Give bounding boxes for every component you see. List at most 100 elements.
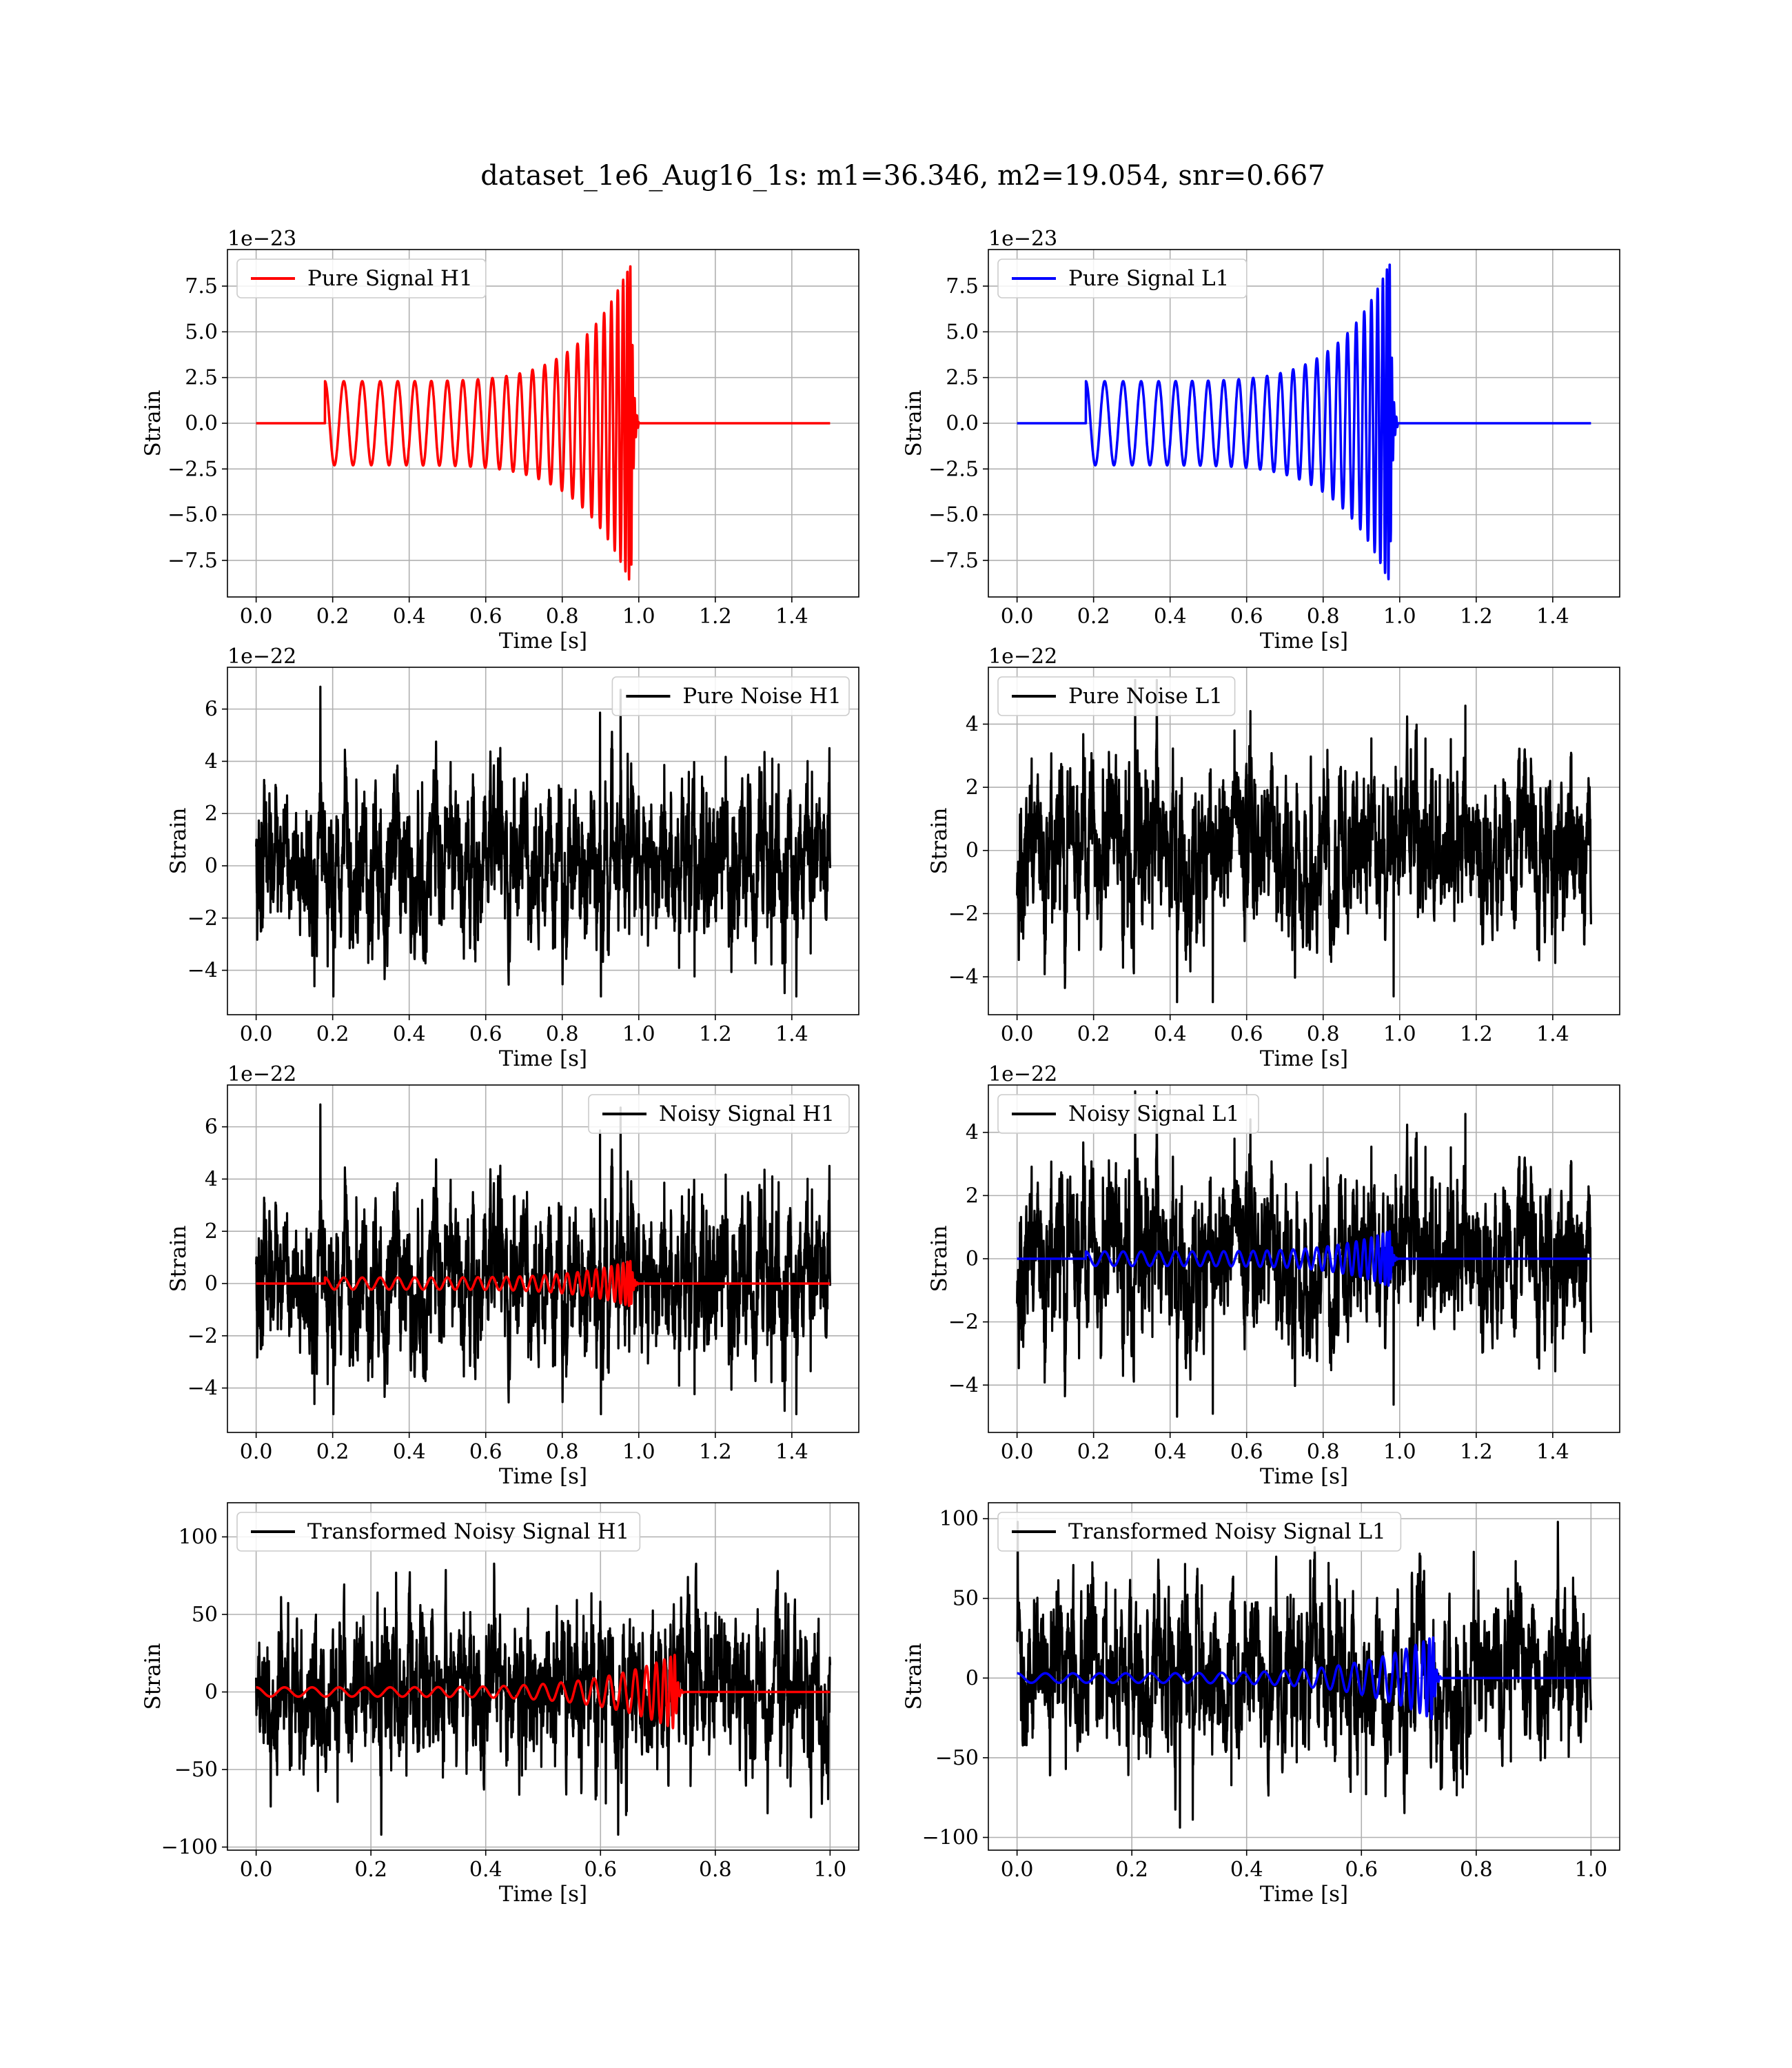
y-axis-label: Strain [166,1226,191,1292]
figure-title: dataset_1e6_Aug16_1s: m1=36.346, m2=19.0… [480,160,1325,192]
y-axis: −100 −50 0 50 100 Strain [902,1507,988,1850]
x-axis: 0.0 0.2 0.4 0.6 0.8 1.0 Time [s] [240,1850,846,1907]
subplot-transformed-noisy-signal-l1: 0.0 0.2 0.4 0.6 0.8 1.0 Time [s] −100 −50 0 50 100 S… [902,1502,1620,1907]
x-tick-label: 0.6 [469,1440,502,1464]
y-tick-label: 4 [966,712,979,736]
x-tick-label: 0.6 [469,605,502,629]
y-tick-label: 7.5 [946,274,979,298]
y-tick-label: −7.5 [167,549,218,573]
series-group [1016,1090,1592,1418]
series-line-noise [1016,1090,1592,1418]
y-axis-label: Strain [902,1643,926,1710]
x-axis: 0.0 0.2 0.4 0.6 0.8 1.0 1.2 1.4 Time [s] [1001,1432,1569,1489]
y-tick-label: −4 [948,965,979,989]
legend-box [997,1094,1259,1134]
x-tick-label: 0.4 [469,1858,502,1882]
x-axis-label: Time [s] [499,1464,587,1489]
x-tick-label: 0.6 [469,1022,502,1046]
series-group [255,1562,831,1836]
y-tick-label: 2 [205,1219,218,1244]
x-tick-label: 0.2 [354,1858,387,1882]
legend-box [997,676,1236,716]
x-tick-label: 1.2 [699,605,732,629]
x-axis-label: Time [s] [499,629,587,653]
x-axis: 0.0 0.2 0.4 0.6 0.8 1.0 1.2 1.4 Time [s] [1001,597,1569,653]
y-axis: −100 −50 0 50 100 Strain [141,1525,227,1860]
series-group [1016,1521,1592,1829]
x-tick-label: 1.4 [775,605,808,629]
x-tick-label: 0.6 [1230,1022,1263,1046]
legend-label: Pure Noise L1 [1068,684,1223,709]
x-tick-label: 1.2 [1460,1440,1493,1464]
x-axis: 0.0 0.2 0.4 0.6 0.8 1.0 Time [s] [1001,1850,1607,1907]
x-axis-label: Time [s] [499,1046,587,1071]
x-tick-label: 0.0 [240,1440,273,1464]
y-tick-label: 4 [205,1167,218,1191]
series-line-signal [255,1259,831,1308]
x-tick-label: 0.2 [316,1440,349,1464]
x-tick-label: 1.4 [775,1440,808,1464]
y-tick-label: 5.0 [946,320,979,344]
series-group [1016,263,1592,580]
series-line-noise [255,1562,831,1836]
y-offset-label: 1e−23 [227,227,296,251]
y-axis: −7.5 −5.0 −2.5 0.0 2.5 5.0 7.5 Strain [902,274,988,573]
x-tick-label: 1.0 [1383,1022,1416,1046]
y-tick-label: 0 [966,1666,979,1690]
x-tick-label: 0.4 [393,1022,426,1046]
x-tick-label: 0.4 [1154,1440,1187,1464]
x-tick-label: 0.8 [1460,1858,1493,1882]
legend-box [997,258,1248,298]
x-tick-label: 0.4 [393,1440,426,1464]
y-tick-label: 0 [205,1272,218,1296]
y-offset-label: 1e−22 [227,1062,296,1086]
series-line-noise [255,685,831,998]
series-line-signal [255,1654,831,1730]
legend-label: Transformed Noisy Signal L1 [1068,1519,1386,1544]
series-line-signal [1016,1230,1592,1287]
x-tick-label: 0.6 [1345,1858,1378,1882]
legend-box [997,1512,1402,1552]
x-tick-label: 1.0 [622,1022,655,1046]
y-tick-label: 6 [205,1115,218,1139]
grid-lines [227,250,859,597]
y-tick-label: −2 [948,902,979,926]
x-tick-label: 0.2 [1077,605,1110,629]
x-axis-label: Time [s] [1260,1882,1348,1907]
x-tick-label: 1.4 [775,1022,808,1046]
series-line-signal [1016,1636,1592,1720]
y-tick-label: −5.0 [928,503,979,527]
y-tick-label: −4 [187,959,218,983]
y-offset-label: 1e−22 [227,645,296,669]
legend: Pure Noise L1 [997,676,1236,716]
y-tick-label: 0.0 [946,412,979,436]
y-axis-label: Strain [927,1226,952,1292]
series-line-noise [255,1103,831,1416]
x-tick-label: 1.4 [1536,1440,1569,1464]
series-line-noise [1016,678,1592,1004]
y-axis: −7.5 −5.0 −2.5 0.0 2.5 5.0 7.5 Strain [141,274,227,573]
x-axis-label: Time [s] [1260,629,1348,653]
y-tick-label: −7.5 [928,549,979,573]
x-tick-label: 1.4 [1536,605,1569,629]
legend: Transformed Noisy Signal H1 [236,1512,641,1552]
series-line-signal [1016,263,1592,580]
legend-label: Transformed Noisy Signal H1 [307,1519,629,1544]
y-tick-label: 5.0 [185,320,218,344]
x-tick-label: 0.8 [546,1022,579,1046]
subplot-pure-noise-l1: 0.0 0.2 0.4 0.6 0.8 1.0 1.2 1.4 Time [s] −4 −2 0 2 4 S… [927,645,1620,1071]
x-axis: 0.0 0.2 0.4 0.6 0.8 1.0 1.2 1.4 Time [s] [240,597,808,653]
y-tick-label: 50 [192,1603,218,1627]
x-tick-label: 0.6 [584,1858,617,1882]
y-tick-label: 100 [939,1507,979,1531]
x-tick-label: 0.8 [699,1858,732,1882]
series-line-signal [255,265,831,581]
legend-box [611,676,850,716]
y-tick-label: 4 [966,1121,979,1145]
y-tick-label: −2 [187,1324,218,1348]
y-tick-label: 2 [966,1184,979,1208]
x-tick-label: 0.8 [1307,605,1340,629]
x-tick-label: 1.0 [1383,605,1416,629]
x-tick-label: 1.0 [1575,1858,1608,1882]
